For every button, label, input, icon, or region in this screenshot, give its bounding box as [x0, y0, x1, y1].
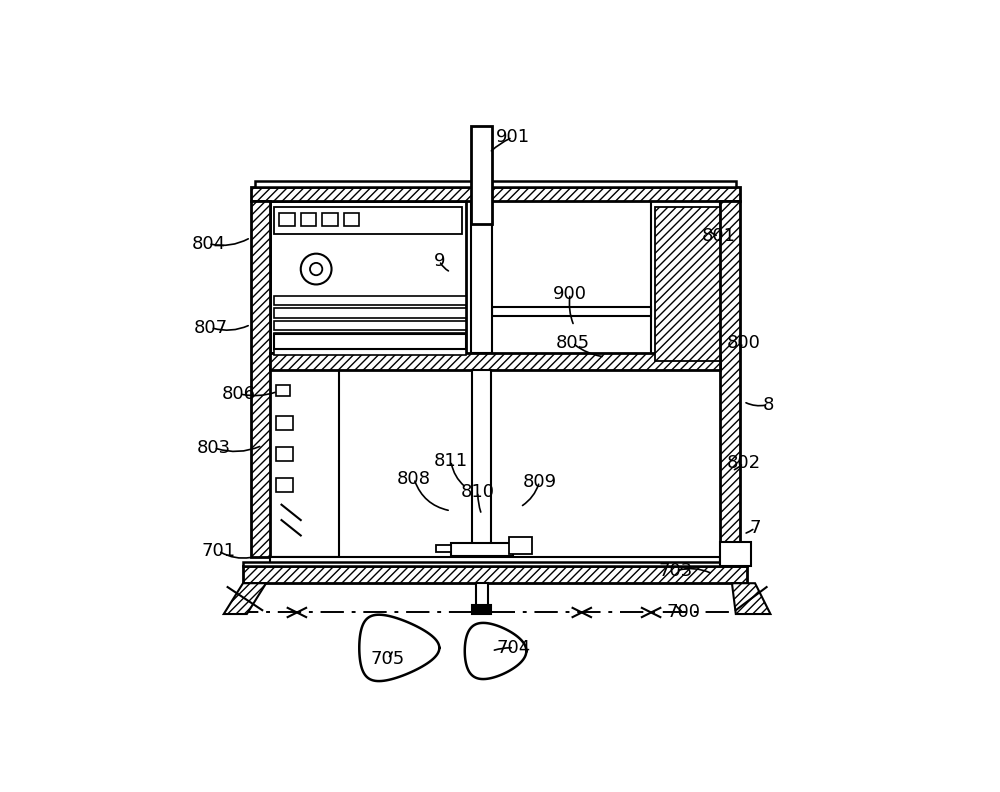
Bar — [451, 543, 512, 555]
Text: 9: 9 — [434, 252, 445, 269]
Bar — [276, 416, 293, 430]
Text: 807: 807 — [194, 318, 228, 337]
Text: 704: 704 — [497, 639, 531, 657]
Bar — [270, 370, 339, 557]
Text: 705: 705 — [371, 649, 405, 668]
Bar — [720, 542, 751, 566]
Bar — [274, 333, 466, 349]
Bar — [720, 201, 740, 557]
Bar — [655, 208, 720, 360]
Text: 701: 701 — [201, 542, 235, 560]
Text: 901: 901 — [495, 128, 530, 147]
Bar — [276, 386, 290, 396]
Bar — [276, 478, 293, 492]
Bar — [243, 562, 747, 566]
Polygon shape — [224, 583, 266, 614]
Text: 810: 810 — [461, 482, 495, 501]
Polygon shape — [732, 583, 770, 614]
Text: 809: 809 — [522, 473, 557, 490]
Bar — [270, 201, 466, 353]
Text: 900: 900 — [553, 284, 587, 303]
Circle shape — [310, 263, 322, 275]
Bar — [472, 605, 491, 614]
Bar — [274, 333, 466, 342]
Text: 700: 700 — [666, 604, 700, 622]
Bar — [276, 447, 293, 461]
Bar — [436, 545, 451, 552]
Bar — [476, 583, 488, 607]
Bar — [344, 213, 359, 226]
Bar — [243, 566, 747, 583]
Bar — [279, 213, 295, 226]
Bar — [322, 213, 338, 226]
Bar — [270, 353, 720, 370]
Text: 806: 806 — [222, 385, 256, 403]
Bar — [472, 370, 491, 557]
Text: 808: 808 — [397, 470, 431, 488]
Text: 805: 805 — [555, 334, 590, 352]
Bar — [274, 308, 466, 318]
Text: 703: 703 — [659, 562, 693, 580]
Bar — [492, 307, 651, 316]
Text: 8: 8 — [762, 395, 774, 413]
Bar — [471, 201, 492, 353]
Bar — [270, 557, 720, 566]
Text: 800: 800 — [727, 334, 760, 352]
Bar — [255, 181, 736, 188]
Bar — [651, 201, 720, 366]
Circle shape — [301, 253, 332, 284]
Bar — [274, 321, 466, 330]
Bar — [251, 201, 270, 557]
Text: 803: 803 — [197, 439, 231, 457]
Bar — [274, 208, 462, 234]
Bar — [274, 345, 466, 355]
Bar — [471, 126, 492, 224]
Text: 7: 7 — [749, 519, 761, 537]
Text: 804: 804 — [191, 234, 225, 253]
Text: 801: 801 — [702, 227, 736, 245]
Bar — [509, 537, 532, 554]
Bar — [251, 188, 740, 201]
Bar — [274, 296, 466, 305]
Text: 811: 811 — [434, 451, 468, 470]
Text: 802: 802 — [726, 454, 761, 472]
Bar — [301, 213, 316, 226]
